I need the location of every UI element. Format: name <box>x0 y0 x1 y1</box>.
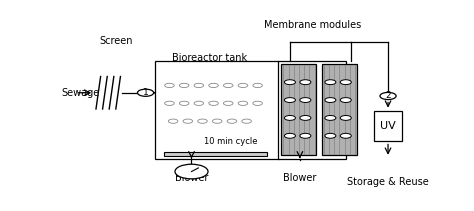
Circle shape <box>238 101 248 106</box>
Circle shape <box>194 83 204 88</box>
Circle shape <box>179 83 189 88</box>
Text: 1: 1 <box>143 88 148 97</box>
Circle shape <box>340 133 351 138</box>
Circle shape <box>300 80 311 85</box>
Circle shape <box>284 80 295 85</box>
Circle shape <box>198 119 207 123</box>
Text: Storage & Reuse: Storage & Reuse <box>347 177 429 187</box>
Circle shape <box>300 98 311 103</box>
Text: Screen: Screen <box>100 37 133 46</box>
Circle shape <box>253 101 263 106</box>
Bar <box>374 111 402 142</box>
Circle shape <box>175 164 208 179</box>
Circle shape <box>227 119 237 123</box>
Bar <box>164 152 267 156</box>
Text: Sewage: Sewage <box>61 88 100 98</box>
Circle shape <box>300 115 311 120</box>
Text: UV: UV <box>380 121 396 131</box>
Circle shape <box>340 98 351 103</box>
Circle shape <box>179 101 189 106</box>
Text: Membrane modules: Membrane modules <box>264 20 361 30</box>
Text: Blower: Blower <box>175 173 208 183</box>
Circle shape <box>284 133 295 138</box>
Circle shape <box>325 98 336 103</box>
Text: Blower: Blower <box>283 173 317 183</box>
Circle shape <box>300 133 311 138</box>
Circle shape <box>284 115 295 120</box>
Bar <box>322 64 357 155</box>
Bar <box>155 61 346 158</box>
Circle shape <box>340 80 351 85</box>
Circle shape <box>253 83 263 88</box>
Circle shape <box>238 83 248 88</box>
Circle shape <box>380 92 396 100</box>
Bar <box>282 64 316 155</box>
Circle shape <box>242 119 251 123</box>
Text: Bioreactor tank: Bioreactor tank <box>173 53 247 63</box>
Circle shape <box>284 98 295 103</box>
Text: 10 min cycle: 10 min cycle <box>204 137 258 146</box>
Circle shape <box>340 115 351 120</box>
Circle shape <box>325 80 336 85</box>
Circle shape <box>209 101 219 106</box>
Circle shape <box>223 83 233 88</box>
Circle shape <box>164 101 174 106</box>
Circle shape <box>164 83 174 88</box>
Circle shape <box>209 83 219 88</box>
Circle shape <box>325 133 336 138</box>
Circle shape <box>183 119 192 123</box>
Circle shape <box>325 115 336 120</box>
Text: 2: 2 <box>385 92 391 100</box>
Circle shape <box>137 89 154 96</box>
Circle shape <box>168 119 178 123</box>
Circle shape <box>212 119 222 123</box>
Circle shape <box>194 101 204 106</box>
Circle shape <box>223 101 233 106</box>
